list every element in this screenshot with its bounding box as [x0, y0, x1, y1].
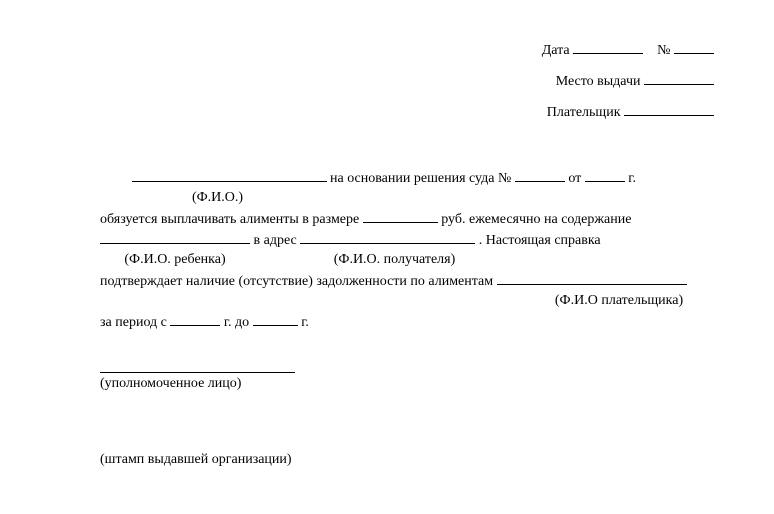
- hint-row-1: (Ф.И.О.): [100, 190, 714, 207]
- payer-fio-blank[interactable]: [497, 271, 687, 285]
- hint-child: (Ф.И.О. ребенка): [100, 252, 250, 269]
- header-block: Дата № Место выдачи Плательщик: [100, 40, 714, 123]
- stamp-text: (штамп выдавшей организации): [100, 452, 292, 467]
- body-line-1: на основании решения суда № от г.: [100, 168, 714, 188]
- body-line-4: подтверждает наличие (отсутствие) задолж…: [100, 271, 714, 291]
- place-label: Место выдачи: [556, 74, 641, 89]
- text-g-from: г. до: [224, 315, 253, 330]
- place-blank[interactable]: [644, 71, 714, 85]
- number-label: №: [657, 43, 670, 58]
- text-g-to: г.: [301, 315, 309, 330]
- header-payer-line: Плательщик: [100, 102, 714, 123]
- stamp-block: (штамп выдавшей организации): [100, 449, 714, 470]
- period-to-blank[interactable]: [253, 312, 298, 326]
- hint-payer-fio: (Ф.И.О плательщика): [524, 293, 714, 310]
- hint-row-3: (Ф.И.О плательщика): [100, 293, 714, 310]
- child-blank[interactable]: [100, 230, 250, 244]
- fio-blank[interactable]: [132, 168, 327, 182]
- text-period: за период с: [100, 315, 170, 330]
- court-number-blank[interactable]: [515, 168, 565, 182]
- period-from-blank[interactable]: [170, 312, 220, 326]
- body-line-3: в адрес . Настоящая справка: [100, 230, 714, 250]
- payer-label: Плательщик: [547, 105, 621, 120]
- date-blank[interactable]: [573, 40, 643, 54]
- number-blank[interactable]: [674, 40, 714, 54]
- text-this-cert: . Настоящая справка: [479, 233, 601, 248]
- court-date-blank[interactable]: [585, 168, 625, 182]
- payer-blank[interactable]: [624, 102, 714, 116]
- signature-block: (уполномоченное лицо): [100, 359, 714, 394]
- header-place-line: Место выдачи: [100, 71, 714, 92]
- header-date-line: Дата №: [100, 40, 714, 61]
- text-to-address: в адрес: [254, 233, 301, 248]
- hint-recipient: (Ф.И.О. получателя): [307, 252, 482, 269]
- recipient-blank[interactable]: [300, 230, 475, 244]
- signature-hint: (уполномоченное лицо): [100, 373, 714, 394]
- document-page: Дата № Место выдачи Плательщик на основа…: [0, 0, 774, 490]
- text-rub: руб. ежемесячно на содержание: [441, 212, 631, 227]
- hint-row-2: (Ф.И.О. ребенка) (Ф.И.О. получателя): [100, 252, 714, 269]
- signature-line[interactable]: [100, 359, 295, 373]
- body-text: на основании решения суда № от г. (Ф.И.О…: [100, 168, 714, 331]
- text-obliges: обязуется выплачивать алименты в размере: [100, 212, 363, 227]
- date-label: Дата: [542, 43, 570, 58]
- text-basis: на основании решения суда №: [330, 171, 511, 186]
- amount-blank[interactable]: [363, 209, 438, 223]
- body-line-2: обязуется выплачивать алименты в размере…: [100, 209, 714, 229]
- body-line-5: за период с г. до г.: [100, 312, 714, 332]
- text-g1: г.: [628, 171, 636, 186]
- hint-fio: (Ф.И.О.): [100, 190, 335, 207]
- text-ot: от: [568, 171, 584, 186]
- text-confirms: подтверждает наличие (отсутствие) задолж…: [100, 274, 497, 289]
